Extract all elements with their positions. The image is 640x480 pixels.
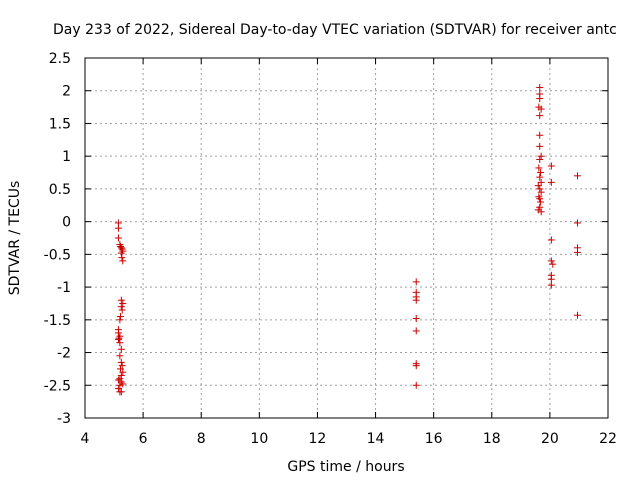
data-point xyxy=(547,257,555,265)
data-point xyxy=(117,358,125,366)
data-point xyxy=(536,185,544,193)
x-tick-label: 12 xyxy=(309,431,327,447)
data-point xyxy=(535,164,543,172)
grid xyxy=(85,58,608,418)
y-tick-label: -1 xyxy=(57,280,71,296)
data-point xyxy=(547,162,555,170)
x-tick-label: 16 xyxy=(425,431,443,447)
data-point xyxy=(114,224,122,232)
data-point xyxy=(119,299,127,307)
data-point xyxy=(114,329,122,337)
data-point xyxy=(117,371,125,379)
data-point xyxy=(114,335,122,343)
x-tick-label: 10 xyxy=(250,431,268,447)
y-tick-label: 1.5 xyxy=(49,116,71,132)
data-point xyxy=(573,248,581,256)
data-point xyxy=(573,219,581,227)
data-point xyxy=(573,172,581,180)
data-points xyxy=(114,83,581,396)
x-tick-label: 18 xyxy=(483,431,501,447)
y-tick-label: 2.5 xyxy=(49,51,71,67)
y-tick-label: 2 xyxy=(62,84,71,100)
data-point xyxy=(116,352,124,360)
data-point xyxy=(534,182,542,190)
data-point xyxy=(536,195,544,203)
data-point xyxy=(573,311,581,319)
x-axis-label: GPS time / hours xyxy=(287,459,404,475)
data-point xyxy=(537,178,545,186)
data-point xyxy=(537,198,545,206)
data-point xyxy=(412,278,420,286)
y-axis-label: SDTVAR / TECUs xyxy=(7,181,23,296)
data-point xyxy=(117,296,125,304)
data-point xyxy=(116,339,124,347)
data-point xyxy=(117,388,125,396)
y-tick-label: 0.5 xyxy=(49,182,71,198)
data-point xyxy=(536,112,544,120)
data-point xyxy=(549,260,557,268)
y-tick-label: -0.5 xyxy=(44,247,71,263)
chart-title: Day 233 of 2022, Sidereal Day-to-day VTE… xyxy=(53,22,617,38)
data-point xyxy=(412,296,420,304)
data-point xyxy=(547,275,555,283)
y-tick-label: -2.5 xyxy=(44,378,71,394)
data-point xyxy=(412,315,420,323)
plot-frame xyxy=(84,57,609,419)
y-tick-label: -2 xyxy=(57,346,71,362)
data-point xyxy=(547,178,555,186)
data-point xyxy=(115,334,123,342)
x-tick-label: 14 xyxy=(367,431,385,447)
x-tick-label: 6 xyxy=(139,431,148,447)
data-point xyxy=(412,327,420,335)
x-tick-label: 20 xyxy=(541,431,559,447)
data-point xyxy=(536,142,544,150)
y-tick-label: 1 xyxy=(62,149,71,165)
data-point xyxy=(537,152,545,160)
data-point xyxy=(116,381,124,389)
data-point xyxy=(119,257,127,265)
y-tick-label: 0 xyxy=(62,215,71,231)
y-tick-label: -1.5 xyxy=(44,313,71,329)
x-tick-label: 4 xyxy=(81,431,90,447)
data-point xyxy=(537,105,545,113)
data-point xyxy=(547,236,555,244)
x-tick-label: 22 xyxy=(599,431,617,447)
x-tick-label: 8 xyxy=(197,431,206,447)
data-point xyxy=(536,131,544,139)
data-point xyxy=(118,254,126,262)
data-point xyxy=(119,380,127,388)
data-point xyxy=(536,83,544,91)
data-point xyxy=(412,362,420,370)
data-point xyxy=(117,303,125,311)
data-point xyxy=(114,385,122,393)
data-point xyxy=(118,306,126,314)
data-point xyxy=(536,95,544,103)
data-point xyxy=(116,313,124,321)
data-point xyxy=(537,188,545,196)
data-point xyxy=(119,247,127,255)
y-axis: -3 -2.5 -2 -1.5 -1 -0.5 0 0.5 1 1.5 2 2.5 xyxy=(44,51,608,427)
data-point xyxy=(118,362,126,370)
data-point xyxy=(117,345,125,353)
data-point xyxy=(116,316,124,324)
data-point xyxy=(536,173,544,181)
data-point xyxy=(114,234,122,242)
data-point xyxy=(412,381,420,389)
data-point xyxy=(119,368,127,376)
data-point xyxy=(116,375,124,383)
x-axis: 4 6 8 10 12 14 16 18 20 22 xyxy=(81,58,617,447)
y-tick-label: -3 xyxy=(57,411,71,427)
data-point xyxy=(536,155,544,163)
data-point xyxy=(537,169,545,177)
data-point xyxy=(537,208,545,216)
data-point xyxy=(547,281,555,289)
